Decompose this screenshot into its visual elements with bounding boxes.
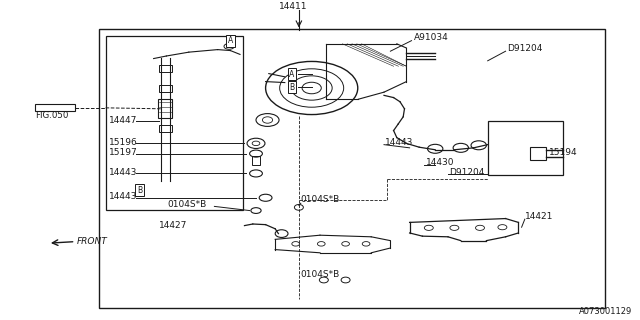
Text: B: B <box>289 83 294 92</box>
Bar <box>530 147 546 160</box>
Text: 14443: 14443 <box>385 138 413 147</box>
Text: D91204: D91204 <box>449 168 484 177</box>
Text: 14430: 14430 <box>426 158 454 167</box>
Bar <box>106 36 243 210</box>
Text: A: A <box>228 36 233 45</box>
Text: A91034: A91034 <box>413 33 448 42</box>
Bar <box>35 104 75 111</box>
Bar <box>158 99 172 118</box>
Text: 15196: 15196 <box>109 138 138 147</box>
Text: D91204: D91204 <box>507 44 542 53</box>
Bar <box>159 65 172 72</box>
Text: A: A <box>289 70 294 79</box>
Bar <box>99 29 605 308</box>
Text: 0104S*B: 0104S*B <box>301 270 340 279</box>
Bar <box>488 121 563 175</box>
Text: 14427: 14427 <box>159 221 187 230</box>
Text: FRONT: FRONT <box>77 237 108 246</box>
Bar <box>159 85 172 92</box>
Text: 14421: 14421 <box>525 212 553 221</box>
Bar <box>252 156 260 165</box>
Text: 0104S*B: 0104S*B <box>301 195 340 204</box>
Text: FIG.050: FIG.050 <box>35 111 68 120</box>
Bar <box>159 105 172 112</box>
Text: 0104S*B: 0104S*B <box>168 200 207 209</box>
Text: A073001129: A073001129 <box>579 308 632 316</box>
Text: 14411: 14411 <box>279 2 308 11</box>
Text: B: B <box>137 186 142 195</box>
Bar <box>159 125 172 132</box>
Text: 15197: 15197 <box>109 148 138 157</box>
Text: 14443: 14443 <box>109 192 137 201</box>
Text: 14447: 14447 <box>109 116 137 125</box>
Text: 14443: 14443 <box>109 168 137 177</box>
Text: 15194: 15194 <box>549 148 578 157</box>
